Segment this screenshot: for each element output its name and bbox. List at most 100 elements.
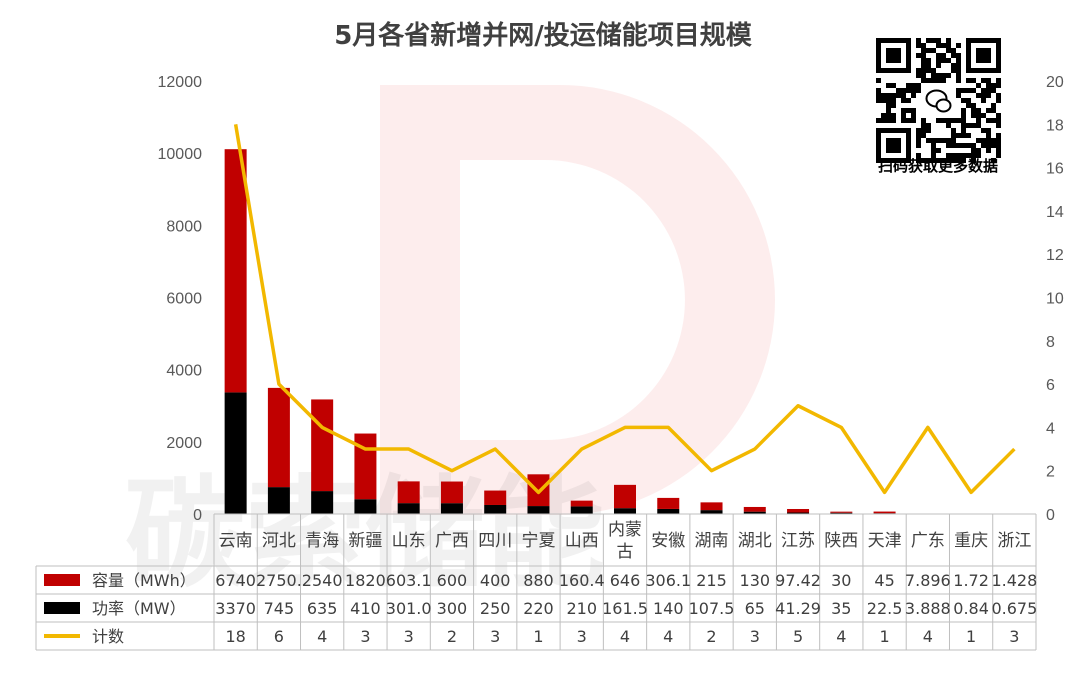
qr-module	[991, 138, 996, 143]
qr-module	[921, 73, 926, 78]
qr-module	[986, 133, 991, 138]
count-line	[233, 124, 1016, 495]
qr-module	[946, 48, 951, 53]
qr-module	[966, 103, 971, 108]
y-left-tick: 6000	[166, 291, 202, 308]
data-label: 4	[317, 627, 327, 646]
qr-module	[891, 98, 896, 103]
qr-module	[886, 83, 891, 88]
qr-code[interactable]	[872, 34, 1005, 167]
x-tick-label: 河北	[262, 531, 296, 551]
qr-module	[966, 98, 971, 103]
bar-power	[527, 506, 550, 514]
bar-capacity	[657, 497, 680, 509]
data-label: 2750.	[256, 571, 302, 590]
data-label: 160.4	[559, 571, 605, 590]
x-tick-label: 安徽	[651, 531, 685, 551]
qr-module	[951, 158, 956, 163]
qr-module	[956, 73, 961, 78]
qr-module	[936, 43, 941, 48]
qr-module	[921, 43, 926, 48]
qr-module	[976, 123, 981, 128]
bar-capacity	[397, 481, 420, 504]
qr-module	[986, 78, 991, 83]
qr-module	[956, 43, 961, 48]
qr-module	[876, 88, 881, 93]
qr-module	[956, 88, 961, 93]
qr-module	[876, 118, 881, 123]
qr-module	[921, 48, 926, 53]
qr-module	[961, 158, 966, 163]
qr-module	[931, 153, 936, 158]
bar-power	[657, 508, 680, 514]
bar-capacity	[743, 506, 766, 512]
bar-power	[267, 487, 290, 514]
data-label: 635	[307, 599, 338, 618]
qr-module	[961, 113, 966, 118]
qr-module	[976, 108, 981, 113]
bar-power	[614, 508, 636, 514]
x-tick-label: 新疆	[348, 531, 382, 551]
qr-module	[981, 88, 986, 93]
qr-module	[961, 118, 966, 123]
qr-module	[971, 108, 976, 113]
qr-module	[996, 83, 1001, 88]
qr-module	[956, 58, 961, 63]
qr-module	[931, 73, 936, 78]
qr-module	[896, 88, 901, 93]
qr-module	[901, 88, 906, 93]
qr-module	[941, 118, 946, 123]
chart-title: 5月各省新增并网/投运储能项目规模	[334, 20, 753, 51]
qr-module	[906, 88, 911, 93]
qr-module	[886, 108, 891, 113]
qr-module	[986, 83, 991, 88]
data-label: 6	[274, 627, 284, 646]
qr-module	[976, 153, 981, 158]
qr-module	[926, 48, 931, 53]
data-label: 5	[793, 627, 803, 646]
qr-module	[981, 138, 986, 143]
qr-module	[951, 128, 956, 133]
bar-power	[440, 503, 463, 514]
x-tick-label: 四川	[478, 531, 512, 551]
qr-module	[996, 113, 1001, 118]
qr-module	[901, 108, 906, 113]
qr-module	[996, 133, 1001, 138]
x-tick-label: 湖北	[738, 531, 772, 551]
data-label: 210	[566, 599, 597, 618]
qr-module	[926, 128, 931, 133]
qr-module	[946, 43, 951, 48]
qr-module	[966, 143, 971, 148]
qr-module	[916, 88, 921, 93]
qr-module	[946, 143, 951, 148]
qr-module	[966, 133, 971, 138]
qr-module	[921, 158, 926, 163]
bar-power	[354, 499, 377, 514]
qr-module	[976, 93, 981, 98]
data-label: 215	[696, 571, 727, 590]
qr-module	[881, 113, 886, 118]
qr-module	[941, 58, 946, 63]
qr-module	[916, 128, 921, 133]
qr-module	[946, 118, 951, 123]
data-label: 35	[831, 599, 851, 618]
qr-module	[996, 143, 1001, 148]
qr-module	[881, 93, 886, 98]
qr-module	[886, 93, 891, 98]
qr-module	[946, 153, 951, 158]
data-label: 45	[874, 571, 894, 590]
qr-module	[956, 53, 961, 58]
qr-module	[921, 123, 926, 128]
qr-module	[936, 78, 941, 83]
y-left-tick: 10000	[158, 146, 203, 163]
qr-module	[921, 58, 926, 63]
qr-module	[971, 153, 976, 158]
data-label: 3	[577, 627, 587, 646]
data-label: 4	[836, 627, 846, 646]
qr-module	[936, 58, 941, 63]
qr-finder	[886, 48, 901, 63]
x-tick-label: 山西	[565, 531, 599, 551]
qr-module	[936, 158, 941, 163]
left-axis: 0 2000 4000 6000 8000 10000 12000	[158, 74, 203, 524]
